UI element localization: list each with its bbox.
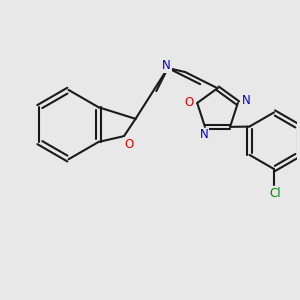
Text: Cl: Cl: [269, 187, 281, 200]
Text: N: N: [162, 59, 171, 72]
Text: O: O: [184, 97, 194, 110]
Text: O: O: [124, 138, 133, 151]
Text: N: N: [242, 94, 250, 107]
Text: N: N: [200, 128, 208, 142]
